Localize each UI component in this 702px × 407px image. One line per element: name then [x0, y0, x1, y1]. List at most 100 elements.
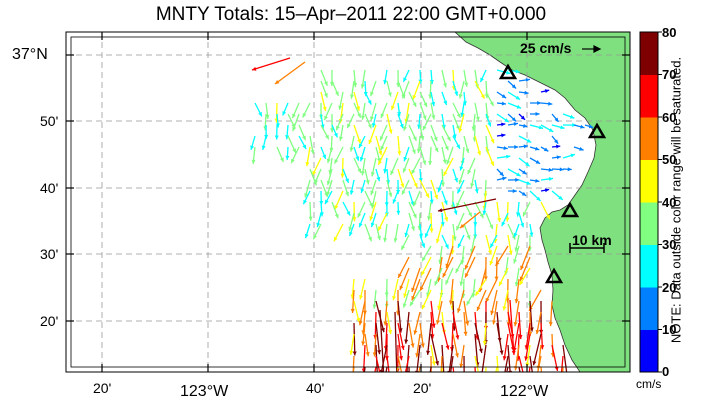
current-vector — [416, 344, 421, 372]
current-vector-head — [437, 187, 442, 193]
current-vector-head — [302, 135, 306, 141]
current-vector-head — [427, 216, 432, 221]
current-vector-head — [490, 161, 494, 166]
current-vector-head — [411, 226, 415, 231]
current-vector-head — [535, 329, 540, 335]
current-vector-head — [401, 190, 406, 195]
current-vector-head — [488, 250, 492, 255]
current-vector-head — [370, 222, 375, 228]
current-vector-head — [478, 348, 483, 353]
current-vector-head — [456, 144, 460, 149]
current-vector-head — [380, 113, 385, 118]
current-vector-head — [347, 123, 351, 129]
current-vector — [518, 311, 522, 340]
current-vector-head — [304, 193, 309, 198]
current-vector-head — [496, 373, 500, 377]
current-vector-head — [508, 250, 513, 255]
current-vector — [490, 289, 498, 316]
current-vector-head — [456, 202, 461, 207]
current-vector-head — [558, 195, 563, 200]
current-vector — [448, 344, 454, 372]
current-vector-head — [565, 373, 569, 377]
current-vector-head — [387, 92, 392, 97]
current-vector-head — [529, 327, 534, 332]
current-vector-head — [420, 286, 424, 291]
current-vector-head — [556, 144, 561, 149]
current-vector-head — [455, 268, 460, 273]
current-vector-head — [516, 104, 522, 109]
colorbar-segment — [640, 202, 658, 245]
current-vector-head — [464, 264, 469, 270]
current-vector-head — [522, 170, 527, 175]
current-vector-head — [434, 281, 439, 286]
current-vector — [353, 322, 356, 356]
current-vector-head — [410, 343, 415, 348]
current-vector-head — [454, 389, 458, 393]
colorbar-tick: 20 — [662, 280, 677, 295]
current-vector-head — [326, 191, 331, 196]
current-vector-head — [305, 161, 310, 167]
current-vector-head — [492, 320, 496, 325]
current-vector-head — [400, 345, 405, 350]
current-vector-head — [532, 360, 537, 366]
current-vector — [532, 333, 542, 366]
current-vector — [537, 355, 542, 372]
current-vector-head — [579, 146, 584, 151]
current-vector-head — [506, 70, 511, 75]
current-vector-head — [567, 167, 572, 172]
current-vector-head — [479, 213, 484, 219]
current-vector-head — [482, 210, 487, 215]
current-vector-head — [420, 135, 425, 141]
current-vector-head — [398, 273, 402, 278]
current-vector-head — [444, 244, 449, 249]
current-vector-head — [454, 353, 459, 358]
current-vector-head — [470, 183, 475, 188]
colorbar-tick: 60 — [662, 110, 677, 125]
current-vector-head — [438, 208, 443, 213]
current-vector — [405, 311, 410, 344]
current-vector-head — [380, 394, 384, 398]
current-vector-head — [355, 156, 360, 161]
current-vector-head — [399, 356, 404, 361]
current-vector-head — [513, 232, 518, 238]
current-vector — [441, 366, 443, 372]
current-vector-head — [569, 114, 575, 119]
current-vector-head — [334, 205, 339, 210]
current-vector — [274, 61, 306, 85]
current-vector-head — [349, 190, 354, 195]
current-vector-head — [499, 350, 504, 355]
current-vector-head — [312, 170, 317, 176]
current-vector-head — [308, 216, 313, 221]
current-vector-head — [534, 146, 540, 151]
current-vector-head — [388, 381, 392, 385]
current-vector-head — [487, 122, 492, 127]
current-vector-head — [466, 300, 471, 306]
current-vector-head — [349, 94, 354, 99]
current-vector-head — [588, 124, 594, 129]
current-vector-head — [409, 301, 414, 307]
current-vector-head — [357, 113, 361, 118]
colorbar-segment — [640, 32, 658, 75]
current-vector — [397, 322, 405, 351]
colorbar-tick: 70 — [662, 67, 677, 82]
current-vector-head — [515, 95, 521, 100]
current-vector-head — [490, 310, 495, 315]
current-vector-head — [330, 128, 335, 133]
current-vector — [485, 278, 498, 303]
reference-vector — [582, 45, 602, 53]
current-vector-head — [544, 89, 550, 94]
current-vector-head — [535, 377, 539, 381]
current-vector-head — [383, 237, 388, 243]
current-vector-head — [403, 293, 408, 298]
current-vector-head — [352, 217, 357, 222]
current-vector — [513, 322, 520, 352]
current-vector-head — [424, 233, 429, 238]
current-vector — [362, 344, 366, 372]
current-vector-head — [442, 272, 447, 278]
current-vector-head — [359, 295, 364, 300]
current-vector-head — [285, 155, 290, 160]
current-vector-head — [411, 287, 416, 293]
current-vector-head — [501, 94, 507, 99]
current-vector-head — [334, 213, 339, 219]
current-vector-head — [458, 179, 463, 185]
